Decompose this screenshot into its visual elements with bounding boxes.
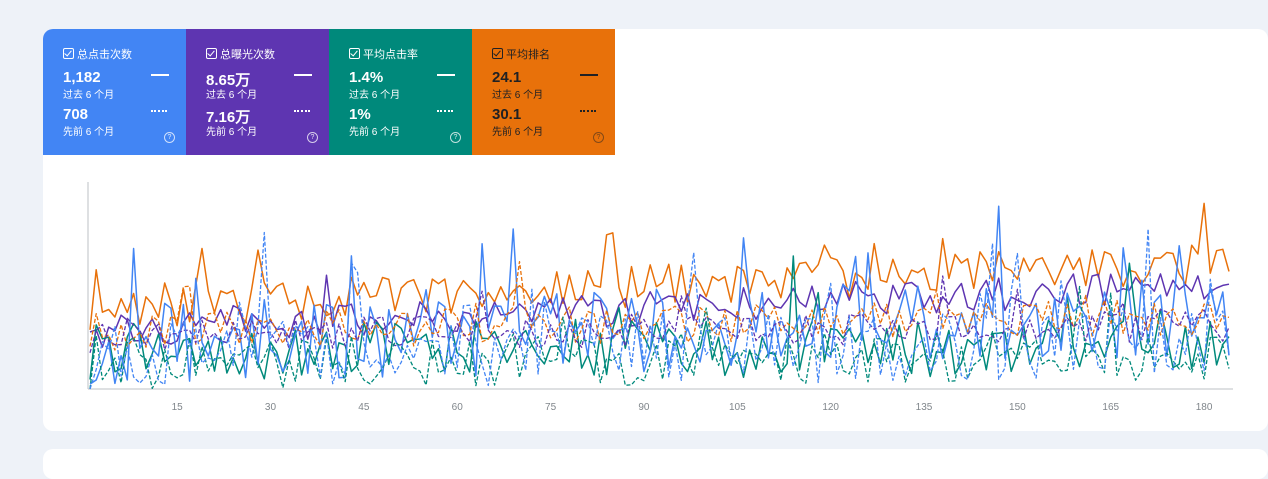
x-tick-label: 150 <box>1009 402 1026 413</box>
metric-title: 总曝光次数 <box>220 49 275 61</box>
metric-current-value: 1,182 <box>63 69 101 86</box>
performance-line-chart[interactable]: 15 30 45 60 75 90 105 120 135 150 165 180 <box>43 29 1268 431</box>
metric-previous-value: 1% <box>349 106 371 123</box>
clicks-previous-series-line <box>89 228 1230 390</box>
secondary-card <box>43 449 1268 479</box>
metric-previous-period: 先前 6 个月 <box>206 127 258 138</box>
metric-title: 平均排名 <box>506 49 550 61</box>
help-icon[interactable]: ? <box>593 132 604 143</box>
checkbox-icon[interactable] <box>349 48 360 59</box>
x-tick-label: 15 <box>172 402 184 413</box>
metric-previous-value: 708 <box>63 106 89 123</box>
position-current-series-line <box>89 202 1230 330</box>
solid-line-legend-icon <box>294 74 312 76</box>
clicks-current-series-line <box>89 205 1230 385</box>
checkbox-icon[interactable] <box>206 48 217 59</box>
x-tick-label: 90 <box>638 402 650 413</box>
metric-previous-period: 先前 6 个月 <box>63 127 115 138</box>
metric-current-value: 8.65万 <box>206 72 251 89</box>
metric-card-impressions[interactable]: 总曝光次数 8.65万 过去 6 个月 7.16万 先前 6 个月 ? <box>186 29 329 155</box>
help-icon[interactable]: ? <box>164 132 175 143</box>
metric-card-position[interactable]: 平均排名 24.1 过去 6 个月 30.1 先前 6 个月 ? <box>472 29 615 155</box>
checkbox-icon[interactable] <box>492 48 503 59</box>
x-tick-label: 30 <box>265 402 277 413</box>
metric-previous-value: 30.1 <box>492 106 522 123</box>
dashed-line-legend-icon <box>151 110 167 112</box>
help-icon[interactable]: ? <box>307 132 318 143</box>
metric-current-period: 过去 6 个月 <box>206 90 258 101</box>
impressions-current-series-line <box>89 273 1230 348</box>
performance-card: 总点击次数 1,182 过去 6 个月 708 先前 6 个月 ? 总曝光次数 … <box>43 29 1268 431</box>
x-tick-label: 45 <box>358 402 370 413</box>
dashed-line-legend-icon <box>580 110 596 112</box>
x-tick-label: 120 <box>822 402 839 413</box>
solid-line-legend-icon <box>437 74 455 76</box>
checkbox-icon[interactable] <box>63 48 74 59</box>
x-tick-label: 60 <box>452 402 464 413</box>
x-tick-label: 165 <box>1102 402 1119 413</box>
metric-card-ctr[interactable]: 平均点击率 1.4% 过去 6 个月 1% 先前 6 个月 ? <box>329 29 472 155</box>
position-previous-series-line <box>89 260 1230 351</box>
metric-previous-period: 先前 6 个月 <box>349 127 401 138</box>
metric-current-period: 过去 6 个月 <box>63 90 115 101</box>
solid-line-legend-icon <box>151 74 169 76</box>
metric-title: 平均点击率 <box>363 49 418 61</box>
x-tick-label: 75 <box>545 402 557 413</box>
x-tick-label: 135 <box>916 402 933 413</box>
metric-current-value: 1.4% <box>349 69 384 86</box>
metric-title: 总点击次数 <box>77 49 132 61</box>
solid-line-legend-icon <box>580 74 598 76</box>
metric-previous-value: 7.16万 <box>206 109 251 126</box>
metric-current-period: 过去 6 个月 <box>349 90 401 101</box>
x-tick-label: 105 <box>729 402 746 413</box>
dashed-line-legend-icon <box>437 110 453 112</box>
metric-previous-period: 先前 6 个月 <box>492 127 544 138</box>
metric-current-period: 过去 6 个月 <box>492 90 544 101</box>
dashed-line-legend-icon <box>294 110 310 112</box>
help-icon[interactable]: ? <box>450 132 461 143</box>
impressions-previous-series-line <box>89 275 1230 353</box>
x-tick-label: 180 <box>1196 402 1213 413</box>
metric-card-clicks[interactable]: 总点击次数 1,182 过去 6 个月 708 先前 6 个月 ? <box>43 29 186 155</box>
metric-current-value: 24.1 <box>492 69 522 86</box>
